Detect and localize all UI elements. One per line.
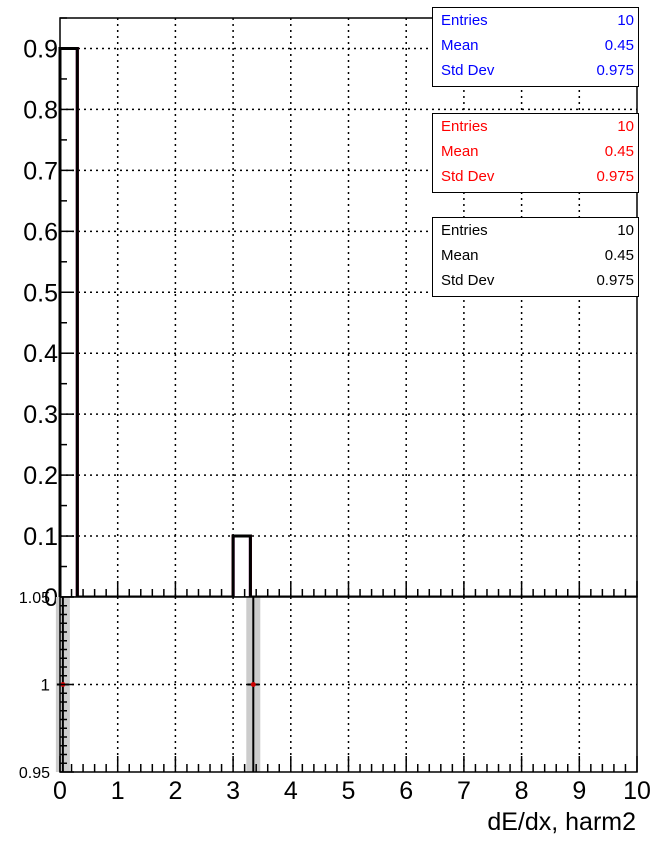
stats-row-entries: Entries 10	[433, 218, 638, 243]
y-tick-label: 0.8	[23, 96, 58, 124]
x-tick-label: 6	[399, 777, 413, 805]
stats-value: 0.975	[596, 62, 634, 79]
y-tick-label: 0.5	[23, 279, 58, 307]
stats-value: 10	[617, 222, 634, 239]
y-tick-label: 0.95	[19, 765, 50, 782]
stats-label: Mean	[441, 37, 479, 54]
stats-value: 0.975	[596, 272, 634, 289]
stats-value: 0.45	[604, 247, 634, 264]
stats-label: Mean	[441, 247, 479, 264]
stats-row-entries: Entries 10	[433, 8, 638, 33]
stats-box-black: Entries 10 Mean 0.45 Std Dev 0.975	[432, 217, 639, 297]
stats-label: Entries	[441, 118, 488, 135]
y-tick-label: 0.2	[23, 462, 58, 490]
x-tick-label: 1	[111, 777, 125, 805]
y-tick-label: 0.9	[23, 35, 58, 63]
x-tick-label: 10	[623, 777, 651, 805]
stats-value: 0.45	[604, 143, 634, 160]
stats-row-entries: Entries 10	[433, 114, 638, 139]
x-tick-label: 8	[515, 777, 529, 805]
x-tick-label: 4	[284, 777, 298, 805]
upper-panel: 0 0.1 0.2 0.3 0.4 0.5 0.6 0.7 0.8 0.9	[23, 17, 638, 612]
stats-label: Entries	[441, 12, 488, 29]
stats-row-mean: Mean 0.45	[433, 33, 638, 58]
x-tick-label: 0	[53, 777, 67, 805]
stats-label: Mean	[441, 143, 479, 160]
stats-row-mean: Mean 0.45	[433, 139, 638, 164]
stats-label: Std Dev	[441, 168, 495, 185]
x-tick-label: 7	[457, 777, 471, 805]
y-tick-label: 1	[41, 676, 50, 695]
x-tick-label: 3	[226, 777, 240, 805]
stats-row-std-dev: Std Dev 0.975	[433, 58, 638, 83]
y-tick-label: 0.7	[23, 157, 58, 185]
y-tick-label: 0	[44, 584, 58, 612]
stats-label: Entries	[441, 222, 488, 239]
stats-row-std-dev: Std Dev 0.975	[433, 164, 638, 189]
stats-value: 0.45	[604, 37, 634, 54]
stats-value: 10	[617, 12, 634, 29]
stats-row-mean: Mean 0.45	[433, 243, 638, 268]
x-tick-label: 9	[572, 777, 586, 805]
stats-row-std-dev: Std Dev 0.975	[433, 268, 638, 293]
ratio-panel: 0.95 1 1.05 0 1 2 3 4 5 6 7 8 9 10	[19, 590, 651, 805]
stats-value: 0.975	[596, 168, 634, 185]
y-tick-label: 0.3	[23, 401, 58, 429]
stats-label: Std Dev	[441, 272, 495, 289]
y-tick-label: 0.1	[23, 523, 58, 551]
stats-value: 10	[617, 118, 634, 135]
y-tick-label: 0.4	[23, 340, 58, 368]
x-axis-title: dE/dx, harm2	[487, 808, 636, 836]
y-tick-label: 0.6	[23, 218, 58, 246]
ratio-point	[250, 682, 256, 687]
stats-label: Std Dev	[441, 62, 495, 79]
y-tick-label: 1.05	[19, 590, 50, 607]
x-tick-label: 5	[342, 777, 356, 805]
x-tick-label: 2	[168, 777, 182, 805]
stats-box-blue: Entries 10 Mean 0.45 Std Dev 0.975	[432, 7, 639, 87]
stats-box-red: Entries 10 Mean 0.45 Std Dev 0.975	[432, 113, 639, 193]
